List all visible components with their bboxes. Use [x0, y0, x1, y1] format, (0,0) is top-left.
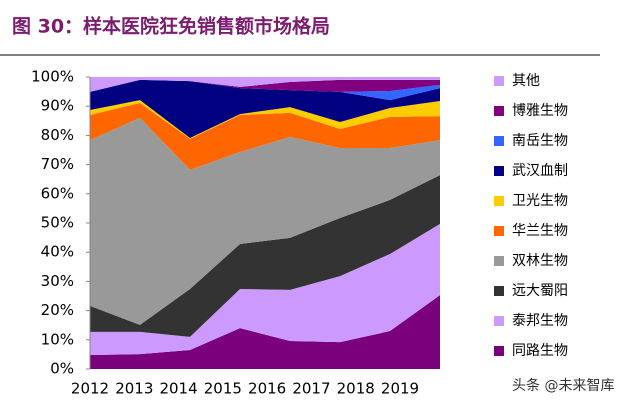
- area: [90, 117, 440, 325]
- legend-marker: [494, 196, 504, 206]
- legend-label: 博雅生物: [512, 102, 568, 119]
- legend-label: 武汉血制: [512, 163, 568, 179]
- legend-marker: [494, 136, 504, 146]
- legend-marker: [494, 286, 504, 296]
- legend-label: 华兰生物: [512, 223, 568, 239]
- area: [90, 175, 440, 337]
- y-tick-label: 90%: [41, 97, 74, 115]
- legend-label: 泰邦生物: [512, 313, 568, 329]
- legend-marker: [494, 166, 504, 176]
- y-tick-label: 60%: [41, 184, 74, 202]
- area: [90, 77, 440, 92]
- legend-marker: [494, 76, 504, 86]
- legend-marker: [494, 346, 504, 356]
- y-tick-label: 40%: [41, 243, 74, 261]
- legend-marker: [494, 106, 504, 116]
- area: [90, 79, 440, 92]
- x-tick-label: 2018: [337, 380, 375, 398]
- area: [90, 295, 440, 369]
- legend-marker: [494, 256, 504, 266]
- x-tick-label: 2019: [381, 380, 419, 398]
- legend-label: 远大蜀阳: [512, 283, 568, 299]
- area: [90, 223, 440, 355]
- area: [90, 79, 440, 139]
- area: [90, 100, 440, 139]
- chart-title: 图 30：样本医院狂免销售额市场格局: [12, 15, 330, 38]
- x-tick-label: 2017: [292, 380, 330, 398]
- y-tick-label: 80%: [41, 126, 74, 144]
- y-tick-label: 50%: [41, 214, 74, 232]
- y-tick-label: 100%: [31, 68, 74, 86]
- legend-label: 同路生物: [512, 343, 568, 359]
- y-tick-label: 0%: [50, 360, 74, 378]
- y-tick-label: 10%: [41, 330, 74, 348]
- legend-label: 双林生物: [512, 253, 568, 269]
- x-tick-label: 2016: [248, 380, 286, 398]
- x-tick-label: 2012: [71, 380, 109, 398]
- watermark: 头条 @未来智库: [512, 377, 614, 394]
- legend-marker: [494, 316, 504, 326]
- legend-label: 卫光生物: [512, 193, 568, 209]
- legend-label: 其他: [512, 73, 540, 89]
- legend-label: 南岳生物: [512, 133, 568, 149]
- x-tick-label: 2015: [204, 380, 242, 398]
- area: [90, 102, 440, 170]
- x-tick-label: 2013: [115, 380, 153, 398]
- y-tick-label: 20%: [41, 301, 74, 319]
- legend-marker: [494, 226, 504, 236]
- x-tick-label: 2014: [159, 380, 197, 398]
- y-tick-label: 70%: [41, 155, 74, 173]
- y-tick-label: 30%: [41, 272, 74, 290]
